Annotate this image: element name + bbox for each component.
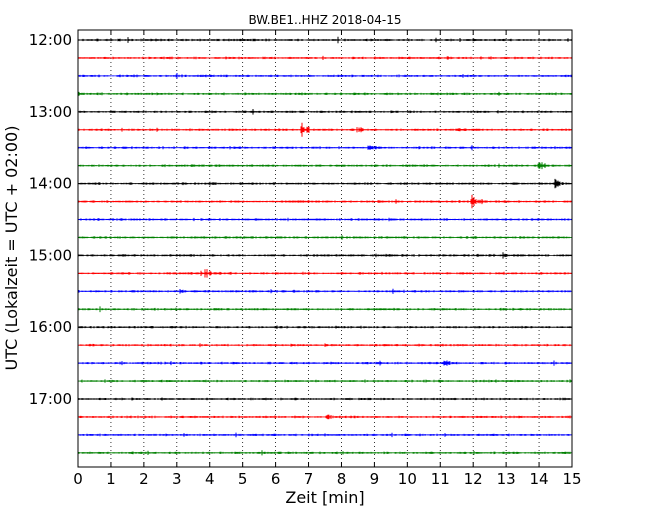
trace-line-17:15 <box>77 414 573 420</box>
trace-line-13:00 <box>77 109 573 115</box>
y-tick-label-14:00: 14:00 <box>29 175 72 193</box>
y-tick-label-16:00: 16:00 <box>29 318 72 336</box>
trace-line-17:45 <box>77 450 573 456</box>
x-tick-label-15: 15 <box>562 470 581 488</box>
x-tick-label-13: 13 <box>497 470 516 488</box>
trace-line-16:45 <box>77 379 573 383</box>
trace-line-12:45 <box>77 91 573 96</box>
y-tick-label-17:00: 17:00 <box>29 390 72 408</box>
trace-line-14:00 <box>77 178 573 189</box>
trace-line-17:30 <box>77 432 573 438</box>
x-tick-label-12: 12 <box>464 470 483 488</box>
trace-line-15:45 <box>77 306 573 313</box>
trace-line-14:15 <box>77 194 573 209</box>
x-axis-label: Zeit [min] <box>285 488 364 507</box>
grid-layer <box>110 30 540 467</box>
plot-frame <box>77 29 573 468</box>
trace-line-12:30 <box>77 73 573 79</box>
x-tick-label-4: 4 <box>205 470 215 488</box>
trace-line-16:30 <box>77 360 573 366</box>
y-tick-label-12:00: 12:00 <box>29 31 72 49</box>
x-tick-label-10: 10 <box>398 470 417 488</box>
trace-line-13:15 <box>77 122 573 137</box>
chart-title: BW.BE1..HHZ 2018-04-15 <box>248 13 401 27</box>
trace-line-14:45 <box>77 235 573 240</box>
trace-line-16:15 <box>77 343 573 348</box>
x-tick-label-8: 8 <box>337 470 347 488</box>
trace-line-15:30 <box>77 288 573 294</box>
x-tick-label-14: 14 <box>530 470 549 488</box>
trace-line-17:00 <box>77 397 573 401</box>
x-tick-label-6: 6 <box>271 470 281 488</box>
trace-line-13:45 <box>77 162 573 170</box>
y-axis-label: UTC (Lokalzeit = UTC + 02:00) <box>2 126 21 371</box>
trace-line-15:00 <box>77 252 573 259</box>
x-tick-label-3: 3 <box>172 470 182 488</box>
trace-layer <box>77 36 573 456</box>
y-tick-label-13:00: 13:00 <box>29 103 72 121</box>
x-tick-label-5: 5 <box>238 470 248 488</box>
trace-line-13:30 <box>77 145 573 151</box>
trace-line-16:00 <box>77 325 573 329</box>
trace-line-12:00 <box>77 36 573 44</box>
x-tick-label-2: 2 <box>139 470 149 488</box>
trace-line-15:15 <box>77 269 573 278</box>
trace-line-12:15 <box>77 55 573 60</box>
tick-layer: 0 1 2 3 4 5 6 7 8 9 10 11 12 13 14 1512:0013:0014:0015:… <box>29 30 582 488</box>
x-tick-label-7: 7 <box>304 470 314 488</box>
x-tick-label-1: 1 <box>106 470 116 488</box>
x-tick-label-11: 11 <box>431 470 450 488</box>
trace-line-14:30 <box>77 217 573 222</box>
x-tick-label-0: 0 <box>73 470 83 488</box>
x-tick-label-9: 9 <box>370 470 380 488</box>
y-tick-label-15:00: 15:00 <box>29 246 72 264</box>
